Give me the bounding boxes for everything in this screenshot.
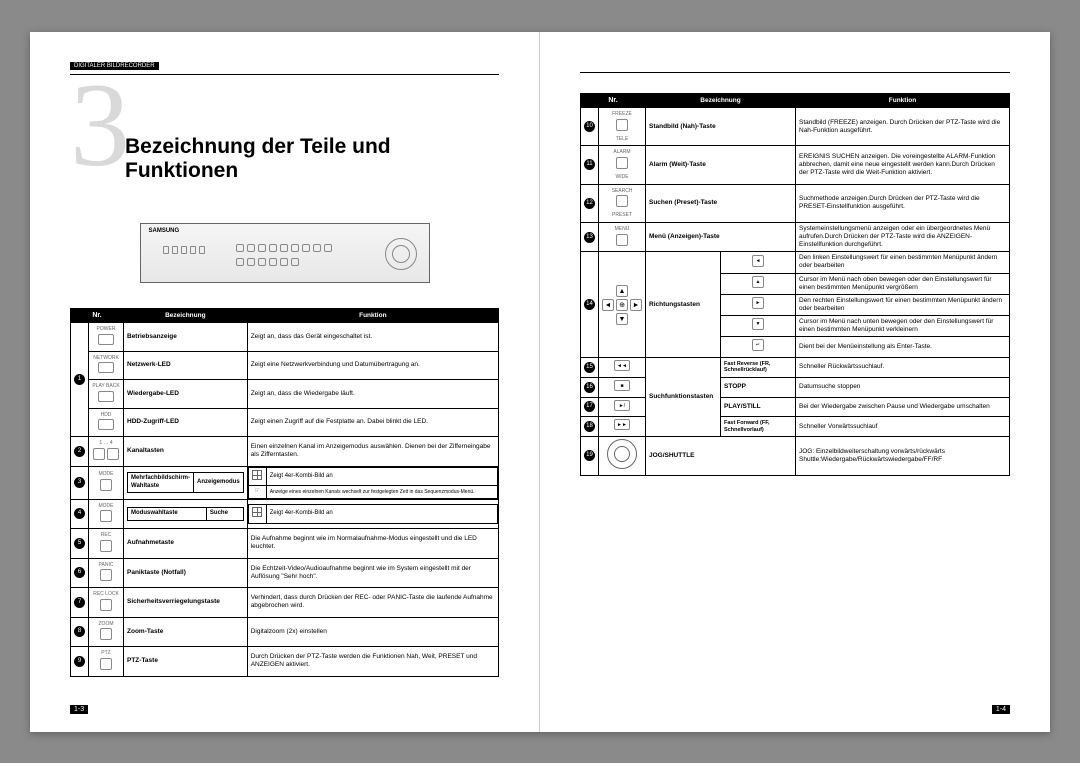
chapter-number: 3 [70,77,130,173]
device-front-diagram: SAMSUNG [140,223,430,283]
direction-pad-icon: ▲ ◄⊕► ▼ [602,285,642,325]
quad-icon [252,470,262,480]
page-number-right: 1-4 [992,705,1010,714]
device-brand: SAMSUNG [149,228,180,234]
row-name: Betriebsanzeige [124,323,248,352]
page-right: Nr. Bezeichnung Funktion 10 FREEZETELE S… [540,32,1050,732]
row-func: Zeigt an, dass das Gerät eingeschaltet i… [247,323,498,352]
col-nr: Nr. [71,309,124,323]
col-func: Funktion [247,309,498,323]
parts-table-left: Nr. Bezeichnung Funktion 1 POWER Betrieb… [70,308,499,677]
document-spread: DIGITALER BILDRECORDER 3 Bezeichnung der… [30,32,1050,732]
page-left: DIGITALER BILDRECORDER 3 Bezeichnung der… [30,32,540,732]
col-name: Bezeichnung [124,309,248,323]
header-rule [580,72,1010,74]
jog-shuttle-icon [607,439,637,469]
header-rule [70,74,499,76]
parts-table-right: Nr. Bezeichnung Funktion 10 FREEZETELE S… [580,93,1010,476]
quad-icon [252,507,262,517]
page-number-left: 1-3 [70,705,88,714]
num-1: 1 [74,374,85,385]
chapter-title: Bezeichnung der Teile und Funktionen [125,135,499,183]
